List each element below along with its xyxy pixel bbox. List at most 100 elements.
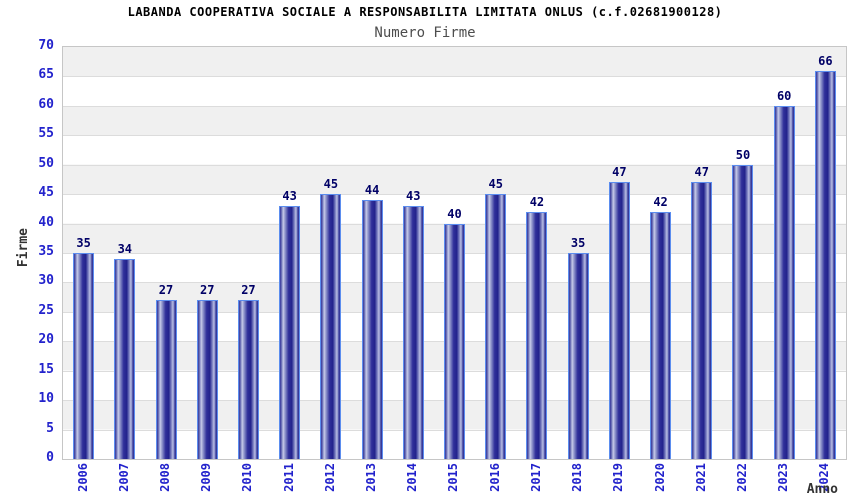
x-tick-label: 2020 bbox=[639, 463, 680, 500]
y-tick-label: 30 bbox=[38, 273, 54, 289]
bar-group: 43 bbox=[393, 47, 434, 459]
bar bbox=[279, 205, 301, 459]
gridline bbox=[63, 164, 846, 166]
bar-group: 60 bbox=[764, 47, 805, 459]
y-tick-label: 5 bbox=[46, 420, 54, 436]
bar bbox=[237, 300, 259, 459]
x-tick-label: 2010 bbox=[227, 463, 268, 500]
x-tick-text: 2018 bbox=[570, 463, 585, 492]
x-tick-label: 2016 bbox=[474, 463, 515, 500]
x-tick-text: 2015 bbox=[446, 463, 461, 492]
x-tick-label: 2017 bbox=[515, 463, 556, 500]
x-tick-label: 2006 bbox=[62, 463, 103, 500]
x-tick-label: 2023 bbox=[763, 463, 804, 500]
bar bbox=[691, 182, 713, 459]
bar-value-label: 43 bbox=[282, 188, 297, 203]
y-tick-label: 65 bbox=[38, 67, 54, 83]
x-tick-text: 2014 bbox=[405, 463, 420, 492]
bar-value-label: 44 bbox=[364, 183, 380, 198]
x-tick-text: 2020 bbox=[652, 463, 667, 492]
bar-group: 42 bbox=[516, 47, 557, 459]
bar-group: 66 bbox=[805, 47, 846, 459]
bar-group: 27 bbox=[145, 47, 186, 459]
y-tick-label: 55 bbox=[38, 126, 54, 142]
bar bbox=[73, 253, 95, 459]
bar bbox=[402, 205, 424, 459]
x-tick-text: 2010 bbox=[240, 463, 255, 492]
x-tick-label: 2013 bbox=[350, 463, 391, 500]
x-tick-label: 2011 bbox=[268, 463, 309, 500]
x-tick-text: 2023 bbox=[776, 463, 791, 492]
bar-value-label: 50 bbox=[735, 147, 751, 162]
x-tick-text: 2022 bbox=[734, 463, 749, 492]
bar bbox=[567, 253, 589, 459]
bar-value-label: 27 bbox=[158, 283, 174, 298]
x-tick-label: 2008 bbox=[144, 463, 185, 500]
x-axis-title: Anno bbox=[806, 482, 838, 497]
bar bbox=[196, 300, 218, 459]
chart-title: LABANDA COOPERATIVA SOCIALE A RESPONSABI… bbox=[127, 5, 723, 19]
x-tick-label: 2015 bbox=[433, 463, 474, 500]
bar-value-label: 43 bbox=[406, 188, 421, 203]
y-tick-label: 60 bbox=[38, 96, 54, 112]
bar bbox=[732, 164, 754, 459]
bar-value-label: 47 bbox=[612, 165, 627, 180]
y-tick-label: 25 bbox=[38, 302, 54, 318]
bar-group: 34 bbox=[104, 47, 145, 459]
bar-group: 42 bbox=[640, 47, 681, 459]
bar-value-label: 47 bbox=[694, 165, 709, 180]
x-tick-text: 2007 bbox=[116, 463, 131, 492]
bar bbox=[155, 300, 177, 459]
chart-subtitle: Numero Firme bbox=[374, 25, 476, 41]
x-tick-text: 2008 bbox=[158, 463, 172, 492]
bar-value-label: 45 bbox=[323, 177, 339, 192]
x-tick-text: 2006 bbox=[75, 463, 90, 492]
bar-group: 43 bbox=[269, 47, 310, 459]
bar bbox=[526, 211, 548, 459]
bar-value-label: 35 bbox=[76, 236, 91, 250]
bar-group: 45 bbox=[475, 47, 516, 459]
x-tick-label: 2018 bbox=[557, 463, 598, 500]
bar-value-label: 66 bbox=[818, 53, 833, 68]
x-tick-label: 2009 bbox=[186, 463, 227, 500]
bar bbox=[320, 194, 342, 459]
x-tick-label: 2021 bbox=[680, 463, 721, 500]
plot-area: 35 34 27 27 27 43 45 44 43 40 45 42 35 47 42 47 50 60 66 bbox=[62, 46, 847, 460]
x-tick-text: 2011 bbox=[281, 463, 296, 492]
y-tick-label: 70 bbox=[38, 38, 54, 53]
bar bbox=[773, 105, 795, 459]
x-tick-label: 2007 bbox=[103, 463, 144, 500]
gridline bbox=[63, 194, 846, 196]
bar-value-label: 40 bbox=[447, 206, 462, 221]
y-tick-label: 50 bbox=[38, 155, 54, 171]
y-tick-label: 10 bbox=[38, 391, 54, 407]
bar-value-label: 34 bbox=[117, 241, 133, 256]
x-tick-label: 2019 bbox=[598, 463, 639, 500]
bar bbox=[361, 200, 383, 459]
x-tick-text: 2019 bbox=[611, 463, 626, 492]
bar-group: 35 bbox=[558, 47, 599, 459]
bar bbox=[814, 70, 836, 459]
bar-group: 44 bbox=[351, 47, 392, 459]
bar-group: 27 bbox=[228, 47, 269, 459]
bar bbox=[485, 194, 507, 459]
y-tick-label: 0 bbox=[46, 450, 54, 465]
x-tick-text: 2013 bbox=[364, 463, 379, 492]
bar-group: 35 bbox=[63, 47, 104, 459]
bar-group: 27 bbox=[187, 47, 228, 459]
bar-value-label: 42 bbox=[653, 194, 668, 209]
bar-value-label: 42 bbox=[529, 194, 545, 209]
y-tick-label: 20 bbox=[38, 332, 54, 348]
y-tick-label: 35 bbox=[38, 244, 54, 259]
x-tick-text: 2017 bbox=[528, 463, 543, 492]
gridline bbox=[63, 76, 846, 78]
x-tick-text: 2009 bbox=[199, 463, 214, 492]
bar bbox=[608, 182, 630, 459]
bar-group: 45 bbox=[310, 47, 351, 459]
bar-value-label: 27 bbox=[241, 283, 256, 298]
gridline bbox=[63, 105, 846, 107]
bar-group: 47 bbox=[599, 47, 640, 459]
x-tick-label: 2012 bbox=[309, 463, 350, 500]
bar-value-label: 35 bbox=[570, 236, 586, 250]
bar-group: 50 bbox=[722, 47, 763, 459]
